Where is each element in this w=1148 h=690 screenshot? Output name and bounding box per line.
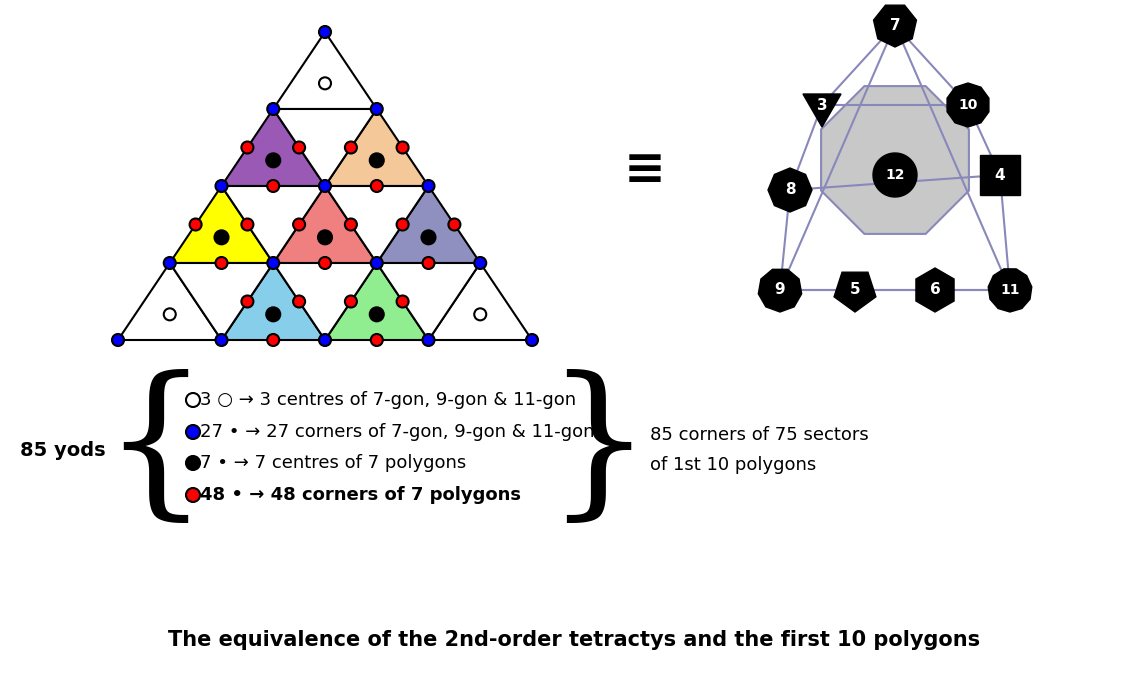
Circle shape [216, 257, 227, 269]
Polygon shape [802, 94, 841, 127]
Polygon shape [768, 168, 812, 212]
Polygon shape [759, 269, 801, 312]
Circle shape [319, 257, 331, 269]
Text: 85 yods: 85 yods [20, 440, 106, 460]
Circle shape [216, 334, 227, 346]
Text: 27 • → 27 corners of 7-gon, 9-gon & 11-gon: 27 • → 27 corners of 7-gon, 9-gon & 11-g… [200, 423, 595, 441]
Circle shape [164, 308, 176, 320]
Polygon shape [170, 186, 273, 263]
Polygon shape [835, 272, 876, 312]
Circle shape [344, 219, 357, 230]
Polygon shape [377, 263, 480, 340]
Text: ≡: ≡ [625, 146, 666, 194]
Circle shape [474, 257, 487, 269]
Text: 3 ○ → 3 centres of 7-gon, 9-gon & 11-gon: 3 ○ → 3 centres of 7-gon, 9-gon & 11-gon [200, 391, 576, 409]
Text: 11: 11 [1000, 283, 1019, 297]
Circle shape [474, 308, 487, 320]
Polygon shape [947, 83, 988, 127]
Text: }: } [545, 369, 651, 531]
Circle shape [396, 219, 409, 230]
Circle shape [293, 295, 305, 308]
Circle shape [293, 141, 305, 153]
Polygon shape [916, 268, 954, 312]
Text: 3: 3 [816, 97, 828, 112]
Circle shape [293, 219, 305, 230]
Polygon shape [222, 263, 325, 340]
Circle shape [241, 141, 254, 153]
Text: 6: 6 [930, 282, 940, 297]
Circle shape [422, 257, 434, 269]
Circle shape [526, 334, 538, 346]
Circle shape [186, 425, 200, 439]
Polygon shape [273, 109, 377, 186]
Circle shape [422, 180, 434, 192]
Circle shape [164, 257, 176, 269]
Polygon shape [170, 263, 273, 340]
Circle shape [319, 26, 331, 38]
Circle shape [371, 334, 382, 346]
Circle shape [241, 219, 254, 230]
Circle shape [215, 230, 228, 244]
Circle shape [186, 488, 200, 502]
Polygon shape [821, 86, 969, 234]
Circle shape [319, 334, 331, 346]
Text: 7 • → 7 centres of 7 polygons: 7 • → 7 centres of 7 polygons [200, 454, 466, 472]
Circle shape [371, 180, 382, 192]
Text: 12: 12 [885, 168, 905, 182]
Circle shape [186, 456, 200, 470]
Bar [980, 155, 1019, 195]
Text: 9: 9 [775, 282, 785, 297]
Text: 85 corners of 75 sectors
of 1st 10 polygons: 85 corners of 75 sectors of 1st 10 polyg… [650, 426, 869, 473]
Polygon shape [273, 186, 377, 263]
Polygon shape [428, 263, 532, 340]
Circle shape [344, 141, 357, 153]
Text: 10: 10 [959, 98, 978, 112]
Text: 4: 4 [994, 168, 1006, 182]
Circle shape [319, 180, 331, 192]
Circle shape [371, 103, 382, 115]
Circle shape [267, 103, 279, 115]
Circle shape [344, 295, 357, 308]
Circle shape [266, 153, 280, 168]
Text: The equivalence of the 2nd-order tetractys and the first 10 polygons: The equivalence of the 2nd-order tetract… [168, 630, 980, 650]
Polygon shape [118, 263, 222, 340]
Circle shape [267, 257, 279, 269]
Circle shape [421, 230, 435, 244]
Circle shape [318, 230, 332, 244]
Circle shape [396, 295, 409, 308]
Circle shape [449, 219, 460, 230]
Circle shape [113, 334, 124, 346]
Circle shape [422, 334, 434, 346]
Polygon shape [325, 186, 428, 263]
Circle shape [319, 77, 331, 89]
Circle shape [371, 257, 382, 269]
Polygon shape [273, 32, 377, 109]
Circle shape [186, 393, 200, 407]
Polygon shape [222, 109, 325, 186]
Polygon shape [325, 109, 428, 186]
Polygon shape [222, 186, 325, 263]
Circle shape [216, 180, 227, 192]
Circle shape [267, 180, 279, 192]
Text: 8: 8 [785, 182, 796, 197]
Polygon shape [325, 263, 428, 340]
Polygon shape [872, 153, 917, 197]
Circle shape [266, 307, 280, 322]
Circle shape [189, 219, 202, 230]
Polygon shape [874, 6, 916, 47]
Circle shape [370, 307, 383, 322]
Circle shape [267, 334, 279, 346]
Circle shape [370, 153, 383, 168]
Circle shape [241, 295, 254, 308]
Polygon shape [988, 269, 1032, 312]
Text: 48 • → 48 corners of 7 polygons: 48 • → 48 corners of 7 polygons [200, 486, 521, 504]
Polygon shape [273, 263, 377, 340]
Polygon shape [377, 186, 480, 263]
Circle shape [396, 141, 409, 153]
Text: 7: 7 [890, 17, 900, 32]
Text: {: { [102, 369, 208, 531]
Text: 5: 5 [850, 282, 860, 297]
